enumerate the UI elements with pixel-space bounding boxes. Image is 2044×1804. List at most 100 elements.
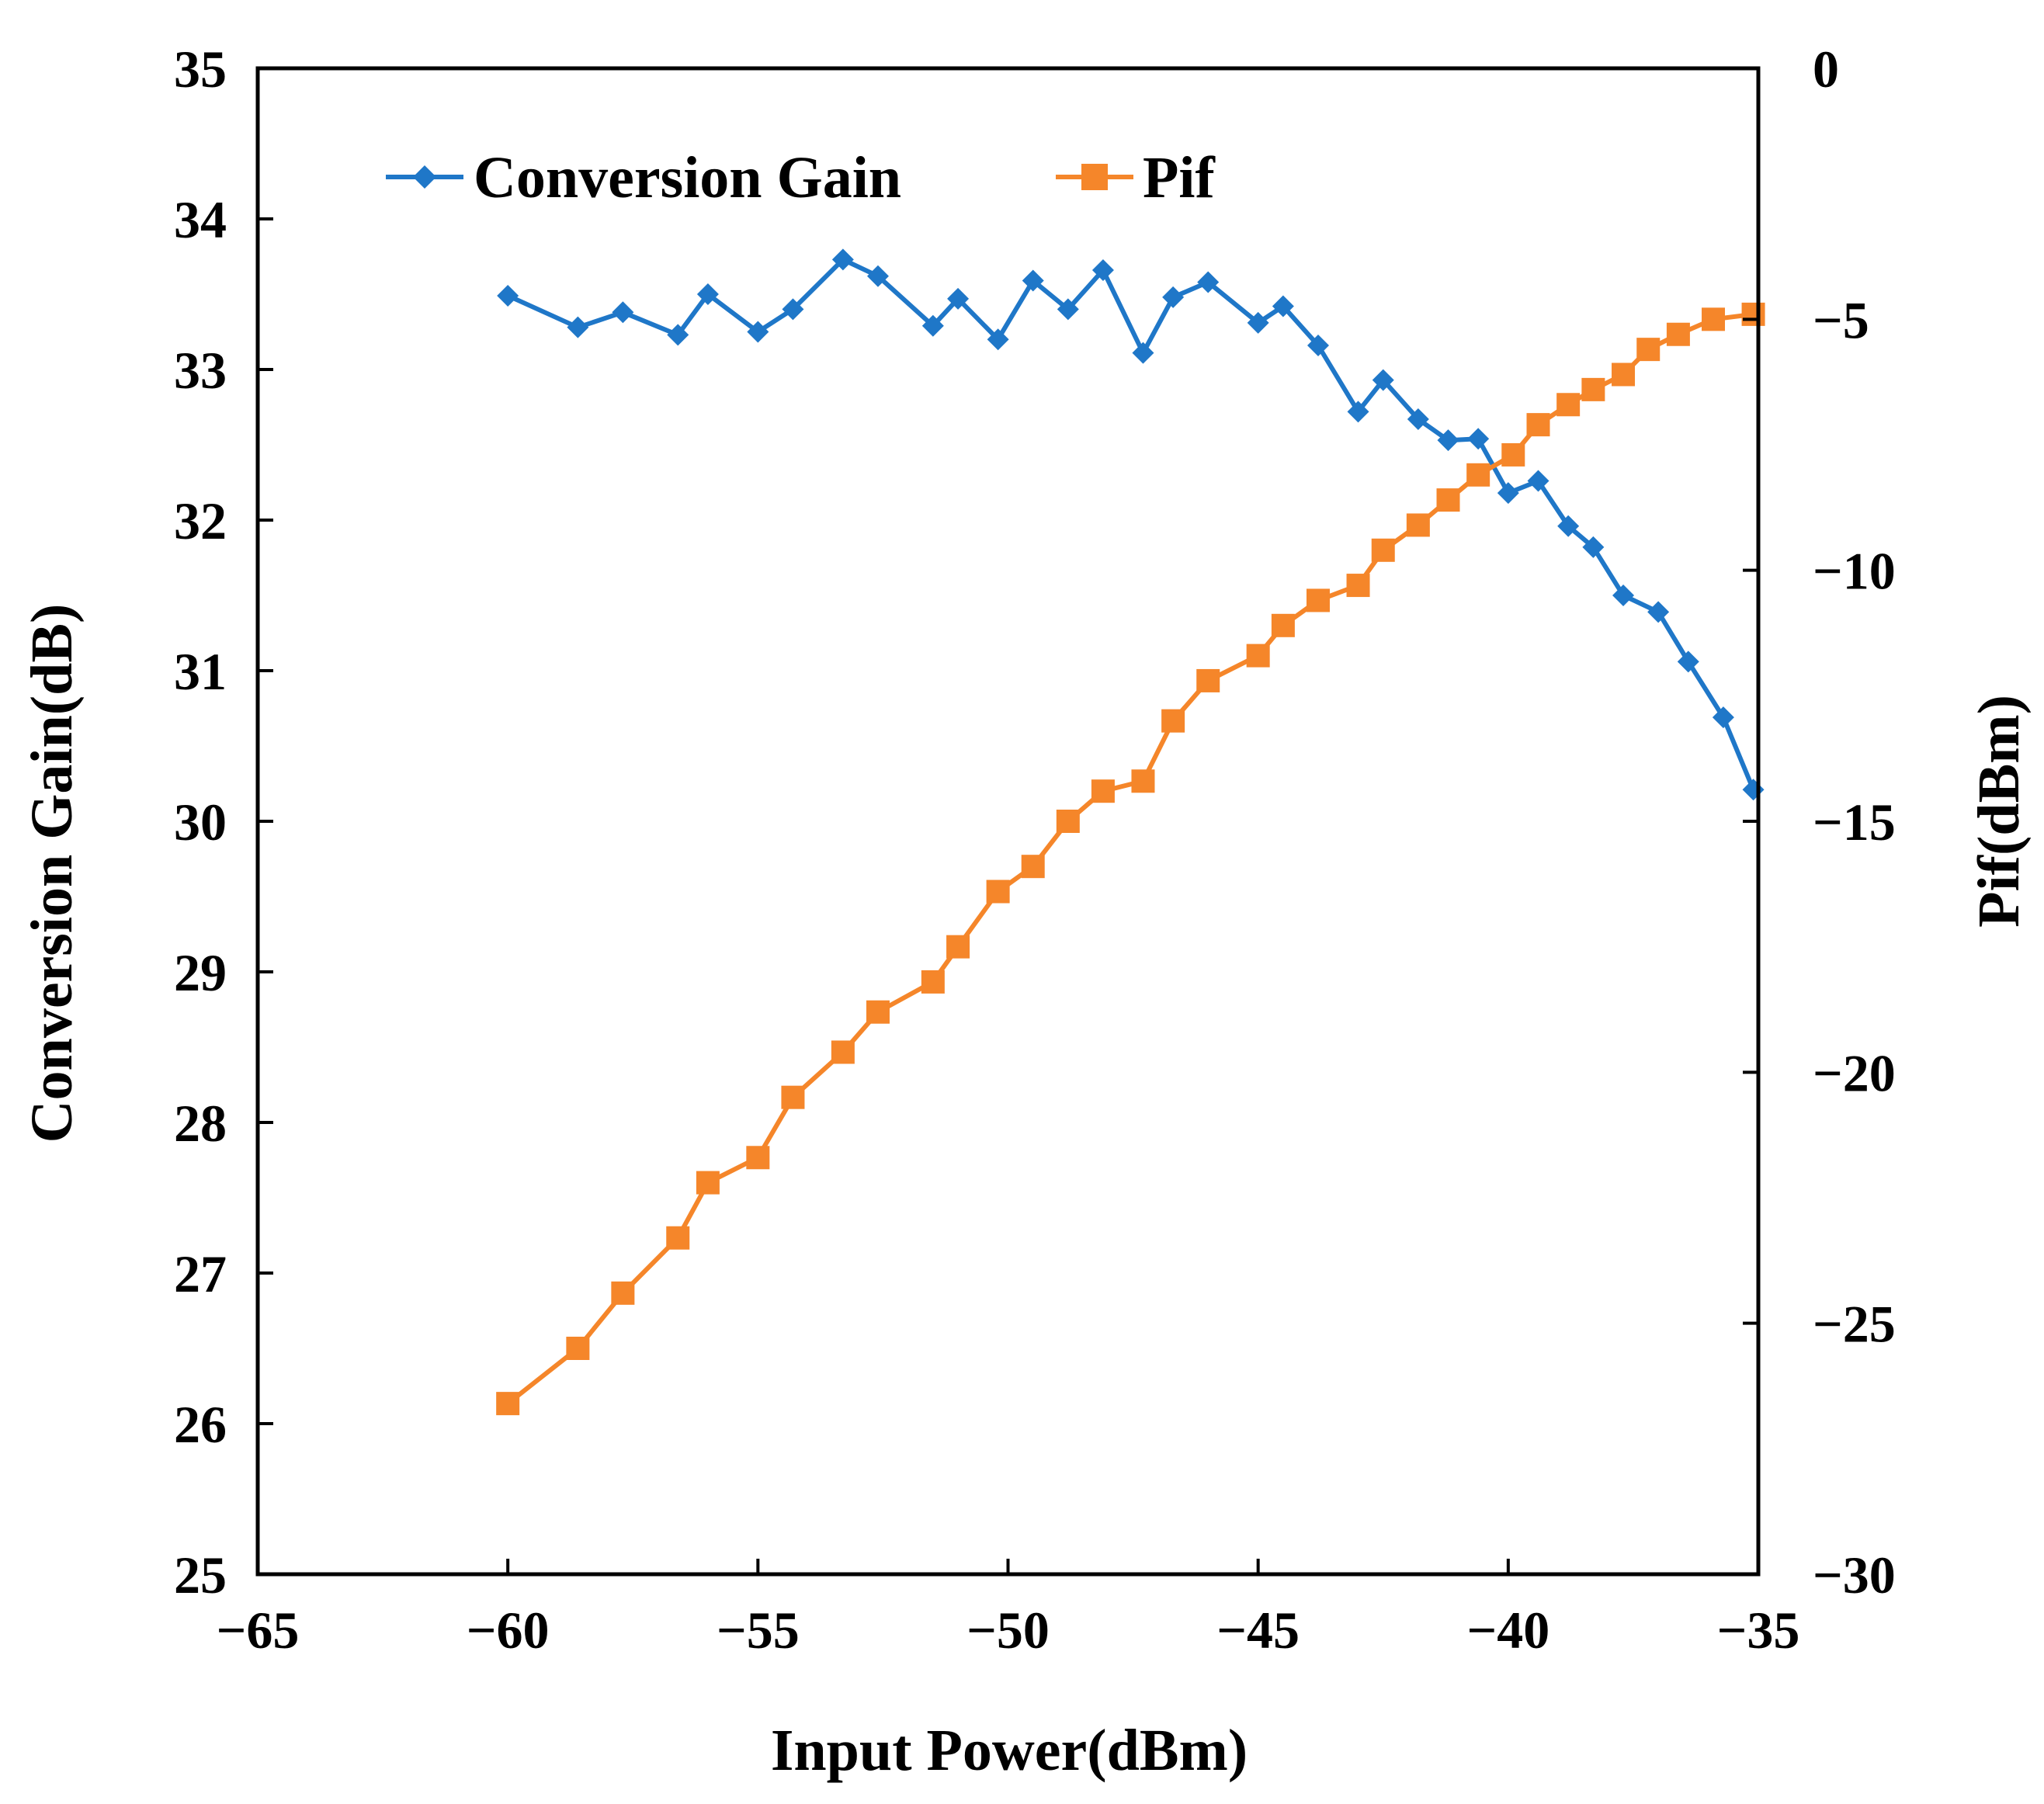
data-point-conversion-gain [987, 328, 1009, 351]
data-point-pif [1581, 377, 1605, 401]
data-point-pif [1246, 644, 1270, 668]
y2-tick-label: −5 [1813, 290, 1869, 349]
data-point-conversion-gain [1347, 401, 1369, 423]
axes-layer: −65 −60 −55 −50 −45 −40 −352526272829303132333… [174, 40, 1896, 1660]
y-tick-label: 31 [174, 642, 227, 701]
data-point-pif [1466, 463, 1490, 487]
x-tick-label: −50 [966, 1601, 1050, 1660]
y2-axis-title: Pif(dBm) [1966, 695, 2032, 928]
data-point-pif [1371, 538, 1395, 562]
data-point-pif [866, 1000, 890, 1024]
data-point-pif [1306, 588, 1330, 612]
data-point-conversion-gain [1022, 269, 1044, 292]
data-point-conversion-gain [1712, 706, 1734, 729]
data-point-pif [1526, 413, 1550, 437]
data-point-conversion-gain [1527, 470, 1549, 492]
y-tick-label: 27 [174, 1244, 227, 1303]
x-tick-label: −45 [1216, 1601, 1300, 1660]
x-axis-title: Input Power(dBm) [771, 1718, 1248, 1783]
data-point-conversion-gain [1557, 515, 1580, 537]
data-point-pif [1131, 769, 1155, 793]
series-conversion-gain [497, 248, 1765, 801]
data-point-pif [746, 1146, 770, 1170]
y-tick-label: 28 [174, 1094, 227, 1153]
data-point-conversion-gain [1091, 258, 1114, 281]
data-point-conversion-gain [1057, 298, 1079, 321]
x-tick-label: −65 [217, 1601, 300, 1660]
data-point-conversion-gain [1677, 650, 1699, 673]
data-point-conversion-gain [1247, 311, 1269, 334]
data-point-conversion-gain [1497, 482, 1519, 505]
y-tick-label: 33 [174, 341, 227, 400]
legend-pif-marker [1081, 164, 1108, 190]
y-tick-label: 30 [174, 793, 227, 852]
data-point-conversion-gain [1272, 295, 1294, 317]
data-point-conversion-gain [567, 316, 589, 338]
data-point-conversion-gain [1307, 334, 1329, 356]
data-point-conversion-gain [667, 324, 689, 346]
data-point-conversion-gain [497, 284, 519, 307]
data-point-conversion-gain [782, 298, 804, 321]
data-point-conversion-gain [1132, 342, 1154, 364]
data-point-conversion-gain [747, 321, 769, 343]
data-point-pif [1161, 709, 1185, 733]
data-point-pif [1501, 442, 1525, 467]
data-point-conversion-gain [696, 283, 719, 305]
data-point-pif [921, 970, 945, 994]
data-point-pif [1612, 363, 1636, 387]
data-point-conversion-gain [1582, 536, 1605, 558]
data-point-pif [1666, 322, 1690, 346]
data-point-pif [1702, 307, 1726, 331]
x-tick-label: −60 [467, 1601, 550, 1660]
data-point-conversion-gain [1162, 286, 1185, 308]
data-point-pif [1346, 574, 1370, 598]
y2-tick-label: −25 [1813, 1295, 1896, 1354]
data-point-conversion-gain [921, 314, 944, 337]
data-point-pif [566, 1337, 590, 1360]
data-point-conversion-gain [866, 265, 889, 287]
legend-conversion-gain-label: Conversion Gain [474, 145, 901, 210]
y2-tick-label: 0 [1813, 40, 1839, 99]
data-point-conversion-gain [1407, 408, 1429, 431]
x-tick-label: −55 [717, 1601, 800, 1660]
data-point-pif [1021, 855, 1045, 879]
x-tick-label: −40 [1466, 1601, 1549, 1660]
data-point-conversion-gain [831, 248, 854, 271]
data-point-pif [1636, 338, 1661, 362]
y-tick-label: 32 [174, 491, 227, 550]
data-point-pif [1271, 613, 1295, 637]
y-tick-label: 35 [174, 40, 227, 99]
data-point-conversion-gain [612, 301, 634, 324]
data-point-pif [946, 935, 970, 959]
data-point-pif [986, 879, 1010, 904]
legend-conversion-gain-marker [413, 165, 436, 189]
data-point-conversion-gain [1612, 585, 1635, 606]
data-point-conversion-gain [1647, 601, 1670, 623]
series-layer [496, 248, 1765, 1416]
y2-tick-label: −20 [1813, 1043, 1896, 1102]
y2-tick-label: −15 [1813, 793, 1896, 852]
data-point-pif [831, 1040, 855, 1064]
y-tick-label: 26 [174, 1395, 227, 1454]
data-point-pif [1741, 302, 1765, 326]
data-point-pif [1556, 393, 1581, 417]
x-tick-label: −35 [1717, 1601, 1800, 1660]
y2-tick-label: −30 [1813, 1546, 1896, 1605]
series-pif [496, 302, 1765, 1416]
y-tick-label: 29 [174, 943, 227, 1002]
data-point-conversion-gain [1372, 369, 1394, 391]
legend: Conversion Gain Pif [386, 145, 1216, 210]
data-point-pif [1196, 668, 1220, 692]
data-point-pif [696, 1171, 720, 1195]
y2-tick-label: −10 [1813, 542, 1896, 601]
data-point-conversion-gain [1437, 429, 1459, 452]
data-point-pif [1056, 810, 1080, 833]
data-point-pif [611, 1281, 635, 1305]
data-point-pif [666, 1226, 690, 1250]
data-point-pif [1436, 488, 1460, 512]
legend-pif-label: Pif [1143, 145, 1216, 210]
y-axis-title: Conversion Gain(dB) [19, 604, 85, 1143]
data-point-pif [1406, 513, 1430, 537]
